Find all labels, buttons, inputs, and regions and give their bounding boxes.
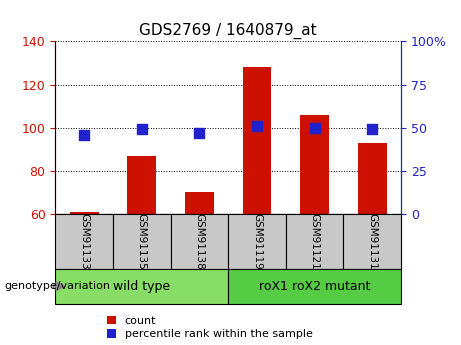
Title: GDS2769 / 1640879_at: GDS2769 / 1640879_at xyxy=(139,22,317,39)
Bar xyxy=(358,143,387,214)
Text: GSM91133: GSM91133 xyxy=(79,213,89,270)
Point xyxy=(311,125,318,130)
Legend: count, percentile rank within the sample: count, percentile rank within the sample xyxy=(107,316,313,339)
Bar xyxy=(343,214,401,269)
Text: genotype/variation: genotype/variation xyxy=(5,282,111,291)
Bar xyxy=(55,214,113,269)
Text: GSM91131: GSM91131 xyxy=(367,213,377,270)
Bar xyxy=(228,269,401,304)
Bar xyxy=(171,214,228,269)
Point xyxy=(369,127,376,132)
Bar xyxy=(113,214,171,269)
Bar xyxy=(127,156,156,214)
Bar xyxy=(242,67,272,214)
Bar xyxy=(300,115,329,214)
Text: GSM91135: GSM91135 xyxy=(137,213,147,270)
Text: GSM91138: GSM91138 xyxy=(195,213,204,270)
Text: GSM91119: GSM91119 xyxy=(252,213,262,270)
Text: roX1 roX2 mutant: roX1 roX2 mutant xyxy=(259,280,370,293)
Point xyxy=(80,132,88,137)
Bar xyxy=(70,212,99,214)
Bar xyxy=(55,269,228,304)
Point xyxy=(195,130,203,136)
Bar xyxy=(185,193,214,214)
Point xyxy=(138,127,146,132)
Text: GSM91121: GSM91121 xyxy=(310,213,319,270)
Point xyxy=(254,123,261,129)
Bar xyxy=(228,214,286,269)
Text: wild type: wild type xyxy=(113,280,170,293)
Bar xyxy=(286,214,343,269)
